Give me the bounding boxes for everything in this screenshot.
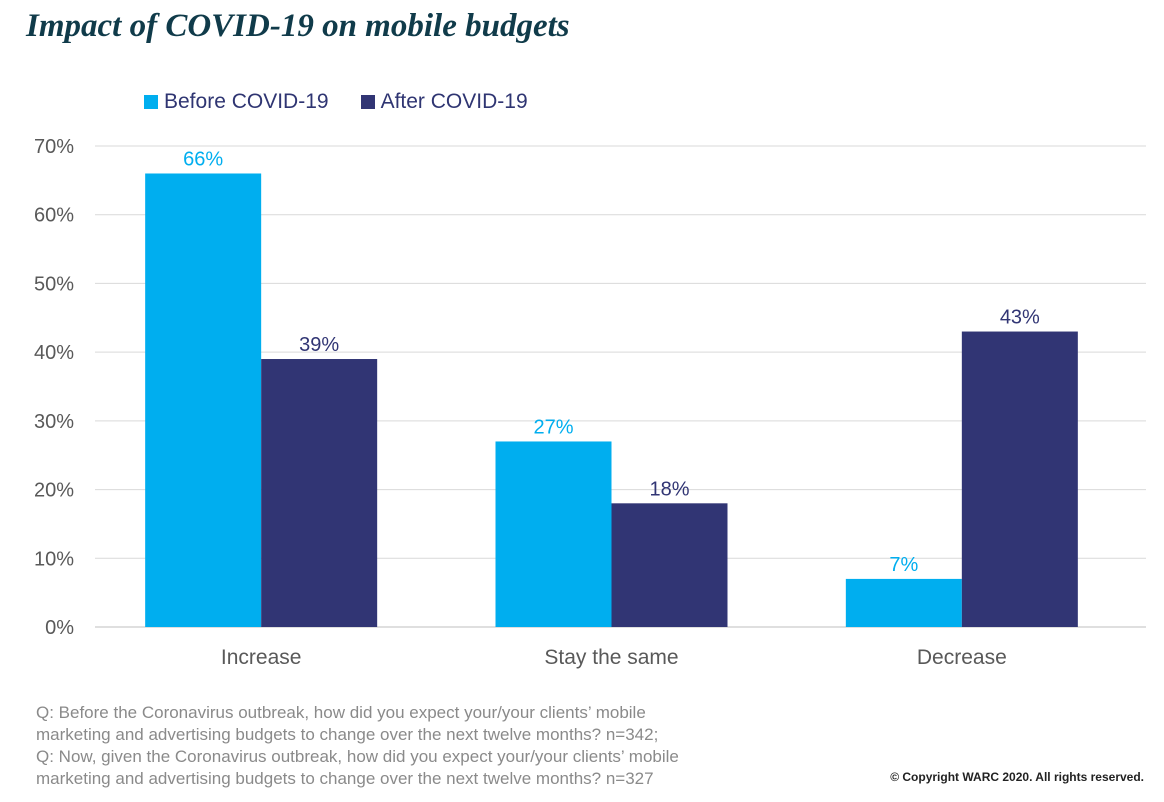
data-label: 7% [889, 554, 918, 576]
data-label: 43% [1000, 307, 1040, 329]
bar-chart: 0% 10% 20% 30% 40% 50% 60% 70% 66% 39% Increase 27%… [34, 136, 1146, 669]
bar-before [495, 441, 612, 627]
y-tick-label: 60% [34, 205, 74, 227]
legend-item-after: After COVID-19 [360, 90, 528, 114]
x-tick-label: Increase [221, 646, 302, 669]
data-label: 66% [183, 148, 223, 170]
y-tick-label: 70% [34, 136, 74, 158]
x-tick-label: Decrease [917, 646, 1007, 669]
data-label: 39% [299, 334, 339, 356]
bar-after [611, 503, 728, 627]
x-tick-label: Stay the same [544, 646, 678, 669]
y-tick-label: 30% [34, 411, 74, 433]
data-label: 18% [649, 478, 689, 500]
footnote-line: Q: Now, given the Coronavirus outbreak, … [36, 747, 679, 766]
data-label: 27% [533, 416, 573, 438]
footnote: Q: Before the Coronavirus outbreak, how … [36, 702, 816, 790]
legend-label-before: Before COVID-19 [164, 90, 329, 113]
legend-label-after: After COVID-19 [380, 90, 528, 113]
legend-item-before: Before COVID-19 [144, 90, 329, 114]
y-tick-label: 40% [34, 342, 74, 364]
legend: Before COVID-19 After COVID-19 [144, 90, 560, 114]
footnote-line: marketing and advertising budgets to cha… [36, 725, 659, 744]
y-tick-label: 50% [34, 273, 74, 295]
bar-after [961, 331, 1078, 627]
y-tick-label: 10% [34, 548, 74, 570]
copyright-notice: © Copyright WARC 2020. All rights reserv… [890, 770, 1144, 784]
bar-before [145, 173, 262, 627]
y-tick-label: 0% [45, 617, 74, 639]
legend-swatch-after [360, 95, 375, 109]
footnote-line: Q: Before the Coronavirus outbreak, how … [36, 703, 646, 722]
bar-after [261, 359, 378, 627]
y-tick-label: 20% [34, 480, 74, 502]
bar-before [845, 578, 962, 627]
chart-title: Impact of COVID-19 on mobile budgets [26, 8, 570, 44]
footnote-line: marketing and advertising budgets to cha… [36, 769, 654, 788]
legend-swatch-before [144, 95, 158, 109]
